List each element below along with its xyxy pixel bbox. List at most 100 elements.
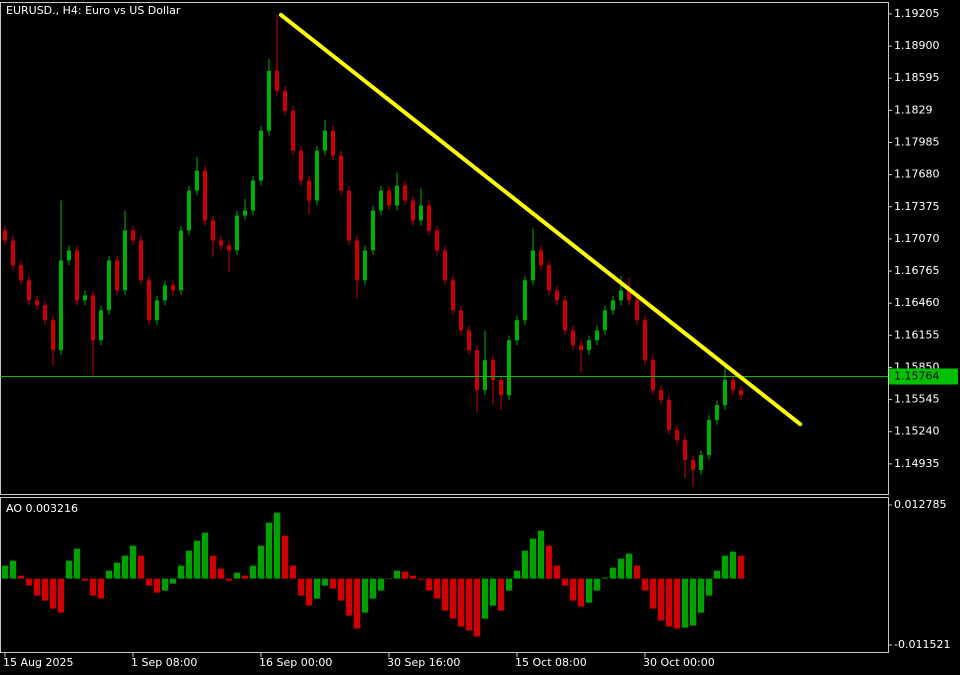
- candle-body: [619, 290, 623, 301]
- ao-bar: [641, 578, 649, 591]
- ao-bar: [449, 578, 457, 619]
- candle-body: [683, 440, 687, 460]
- candle-body: [643, 320, 647, 361]
- candle-body: [571, 330, 575, 346]
- candle-body: [187, 190, 191, 231]
- candle-body: [251, 180, 255, 211]
- ao-bar: [57, 578, 65, 613]
- candle-body: [131, 230, 135, 241]
- candle-body: [219, 240, 223, 246]
- ao-bar: [209, 555, 217, 579]
- last-price-label: 1.15764: [894, 370, 940, 383]
- x-tick-label: 15 Oct 08:00: [515, 656, 587, 669]
- ao-bar: [617, 558, 625, 579]
- y-tick-label: 1.17375: [894, 200, 940, 213]
- candle-body: [635, 300, 639, 321]
- x-tick-label: 30 Sep 16:00: [387, 656, 460, 669]
- y-tick-label: 1.16460: [894, 296, 940, 309]
- candle-body: [547, 265, 551, 291]
- candle-body: [35, 300, 39, 306]
- candle-body: [403, 185, 407, 201]
- candle-body: [315, 150, 319, 201]
- ao-bar: [537, 530, 545, 579]
- ao-bar: [361, 578, 369, 613]
- candle-body: [699, 455, 703, 470]
- candle-body: [579, 345, 583, 351]
- ao-bar: [73, 548, 81, 579]
- ao-bar: [97, 578, 105, 599]
- ao-bar: [25, 578, 33, 586]
- candle-body: [195, 170, 199, 191]
- ao-bar: [369, 578, 377, 599]
- ao-bar: [601, 577, 609, 579]
- ao-bar: [633, 565, 641, 579]
- candle-body: [155, 300, 159, 321]
- ao-bar: [689, 578, 697, 626]
- ao-bar: [593, 578, 601, 591]
- ao-bar: [153, 578, 161, 593]
- candle-body: [331, 130, 335, 156]
- ao-bar: [529, 538, 537, 579]
- ao-bar: [161, 578, 169, 591]
- ao-bar: [609, 567, 617, 579]
- candle-body: [603, 310, 607, 331]
- ao-bar: [393, 570, 401, 579]
- ao-bar: [409, 575, 417, 579]
- y-tick-label: 1.16765: [894, 264, 940, 277]
- candle-body: [339, 155, 343, 191]
- ao-bar: [729, 551, 737, 579]
- candle-body: [11, 240, 15, 266]
- candle-body: [491, 360, 495, 381]
- candle-body: [611, 300, 615, 311]
- ao-bar: [41, 578, 49, 601]
- candle-body: [459, 310, 463, 331]
- y-tick-label: 1.15240: [894, 425, 940, 438]
- ao-bar: [113, 562, 121, 579]
- ao-bar: [497, 578, 505, 611]
- candle-body: [467, 330, 471, 351]
- candle-body: [107, 260, 111, 311]
- ao-bar: [33, 578, 41, 596]
- candle-body: [355, 240, 359, 281]
- candle-body: [675, 430, 679, 441]
- ao-bar: [665, 578, 673, 627]
- candle-body: [203, 170, 207, 221]
- candle-body: [283, 90, 287, 111]
- candle-body: [555, 290, 559, 301]
- ao-bar: [465, 578, 473, 631]
- candle-body: [115, 260, 119, 291]
- x-tick-label: 1 Sep 08:00: [131, 656, 197, 669]
- ao-bar: [289, 565, 297, 579]
- candle-body: [739, 390, 743, 396]
- y-tick-label: 1.14935: [894, 457, 940, 470]
- ao-bar: [305, 578, 313, 606]
- candle-body: [179, 230, 183, 291]
- ao-bar: [345, 578, 353, 616]
- ao-bar: [177, 565, 185, 579]
- ao-bar: [625, 553, 633, 579]
- candle-body: [443, 250, 447, 281]
- y-tick-label: 1.17985: [894, 136, 940, 149]
- ao-bar: [353, 578, 361, 629]
- ao-bar: [225, 578, 233, 581]
- y-tick-label: 1.17070: [894, 232, 940, 245]
- candle-body: [395, 185, 399, 206]
- candle-body: [419, 205, 423, 221]
- ao-bar: [297, 578, 305, 596]
- candle-body: [515, 320, 519, 341]
- y-tick-label: 1.19205: [894, 7, 940, 20]
- ao-bar: [505, 578, 513, 591]
- candle-body: [163, 285, 167, 301]
- candle-body: [667, 400, 671, 431]
- candle-body: [731, 380, 735, 391]
- candle-body: [67, 250, 71, 261]
- candle-body: [75, 250, 79, 301]
- ao-bar: [705, 578, 713, 596]
- ao-bar: [313, 578, 321, 599]
- ao-bar: [169, 578, 177, 584]
- candle-body: [451, 280, 455, 311]
- y-tick-label: 1.17680: [894, 168, 940, 181]
